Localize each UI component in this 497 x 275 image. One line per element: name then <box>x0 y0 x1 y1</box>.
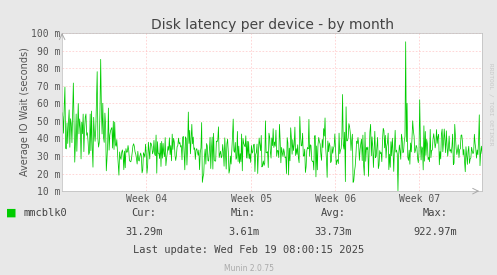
Text: Last update: Wed Feb 19 08:00:15 2025: Last update: Wed Feb 19 08:00:15 2025 <box>133 245 364 255</box>
Text: Max:: Max: <box>422 208 447 218</box>
Text: ■: ■ <box>6 208 17 218</box>
Text: mmcblk0: mmcblk0 <box>24 208 68 218</box>
Text: 922.97m: 922.97m <box>413 227 457 237</box>
Text: Cur:: Cur: <box>132 208 157 218</box>
Title: Disk latency per device - by month: Disk latency per device - by month <box>151 18 394 32</box>
Text: Munin 2.0.75: Munin 2.0.75 <box>224 264 273 273</box>
Text: Avg:: Avg: <box>321 208 345 218</box>
Text: Min:: Min: <box>231 208 256 218</box>
Text: 3.61m: 3.61m <box>228 227 259 237</box>
Text: 31.29m: 31.29m <box>125 227 163 237</box>
Text: 33.73m: 33.73m <box>314 227 352 237</box>
Text: RRDTOOL / TOBI OETIKER: RRDTOOL / TOBI OETIKER <box>489 63 494 146</box>
Y-axis label: Average IO Wait (seconds): Average IO Wait (seconds) <box>20 48 30 177</box>
